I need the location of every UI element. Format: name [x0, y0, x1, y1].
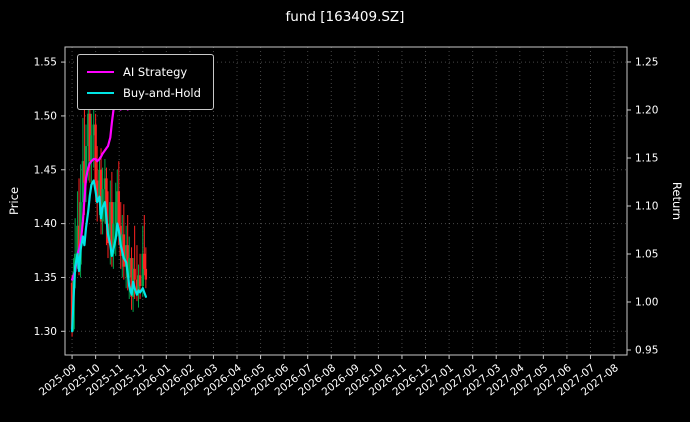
svg-text:1.20: 1.20 [635, 104, 658, 116]
chart-title: fund [163409.SZ] [285, 9, 405, 25]
svg-text:1.10: 1.10 [635, 200, 658, 212]
legend-label-buy-and-hold: Buy-and-Hold [123, 85, 201, 100]
svg-text:1.00: 1.00 [635, 297, 658, 309]
svg-text:1.15: 1.15 [635, 152, 658, 164]
svg-text:1.35: 1.35 [34, 272, 57, 284]
legend-item-ai-strategy: AI Strategy [87, 61, 201, 82]
svg-text:1.45: 1.45 [34, 164, 57, 176]
svg-text:1.50: 1.50 [34, 110, 57, 122]
legend-label-ai-strategy: AI Strategy [123, 64, 188, 79]
axes-spines [64, 46, 628, 356]
buy-and-hold-line-swatch [87, 91, 114, 94]
svg-text:1.55: 1.55 [34, 57, 57, 69]
y-axis-label-price: Price [7, 186, 21, 216]
legend-item-buy-and-hold: Buy-and-Hold [87, 82, 201, 103]
buy-and-hold-line [71, 179, 147, 333]
legend: AI Strategy Buy-and-Hold [77, 54, 214, 110]
gridlines [65, 47, 627, 355]
svg-text:0.95: 0.95 [635, 345, 658, 357]
svg-text:1.30: 1.30 [34, 326, 57, 338]
y-axis-label-return: Return [670, 181, 684, 221]
svg-text:1.05: 1.05 [635, 248, 658, 260]
candlestick-series [70, 85, 148, 337]
svg-text:1.25: 1.25 [635, 56, 658, 68]
ai-strategy-line-swatch [87, 70, 114, 73]
svg-text:1.40: 1.40 [34, 218, 57, 230]
